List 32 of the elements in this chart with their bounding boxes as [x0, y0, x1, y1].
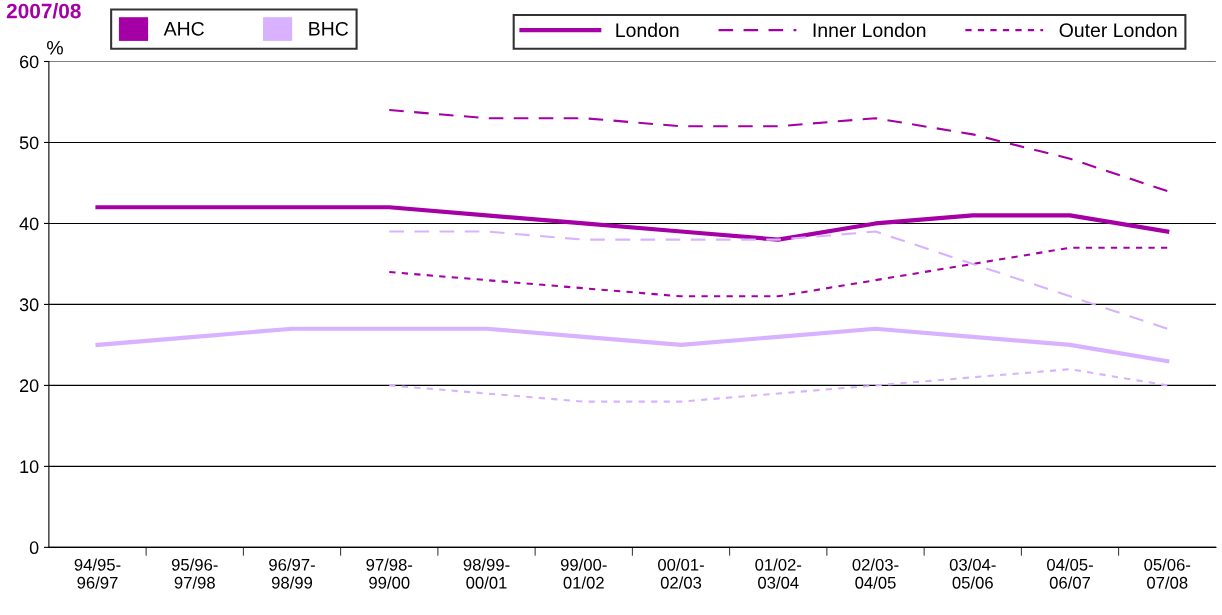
- x-tick-label: 98/99- 00/01: [463, 558, 510, 589]
- y-tick-label: 40: [19, 217, 39, 231]
- legend-label: London: [616, 22, 679, 38]
- chart-title: 2007/08: [6, 3, 81, 19]
- y-axis-title: %: [47, 40, 63, 55]
- legend-label: Outer London: [1059, 22, 1177, 38]
- y-tick-label: 50: [19, 136, 39, 150]
- y-tick-label: 10: [20, 460, 39, 474]
- legend-label: BHC: [309, 21, 349, 36]
- line-series: [388, 368, 1169, 403]
- legend-label: AHC: [163, 21, 204, 36]
- x-tick-label: 05/06- 07/08: [1144, 558, 1191, 589]
- x-tick-label: 04/05- 06/07: [1047, 558, 1093, 589]
- x-tick-label: 00/01- 02/03: [658, 558, 704, 589]
- x-tick-label: 03/04- 05/06: [949, 558, 996, 589]
- y-tick-label: 30: [19, 298, 39, 312]
- x-tick-label: 99/00- 01/02: [560, 558, 607, 589]
- x-tick-label: 02/03- 04/05: [852, 558, 899, 589]
- y-tick-label: 20: [19, 379, 39, 393]
- legend-label: Inner London: [813, 22, 926, 38]
- line-series: [95, 326, 1170, 364]
- x-tick-label: 94/95- 96/97: [74, 558, 121, 589]
- line-series: [95, 205, 1170, 242]
- line-series: [388, 230, 1169, 330]
- x-tick-label: 97/98- 99/00: [366, 558, 413, 589]
- line-series: [388, 109, 1169, 193]
- x-tick-label: 96/97- 98/99: [269, 558, 315, 589]
- x-tick-label: 95/96- 97/98: [171, 558, 218, 589]
- line-series: [388, 246, 1169, 298]
- y-tick-label: 0: [29, 541, 39, 555]
- x-tick-label: 01/02- 03/04: [755, 558, 802, 589]
- y-tick-label: 60: [19, 55, 39, 69]
